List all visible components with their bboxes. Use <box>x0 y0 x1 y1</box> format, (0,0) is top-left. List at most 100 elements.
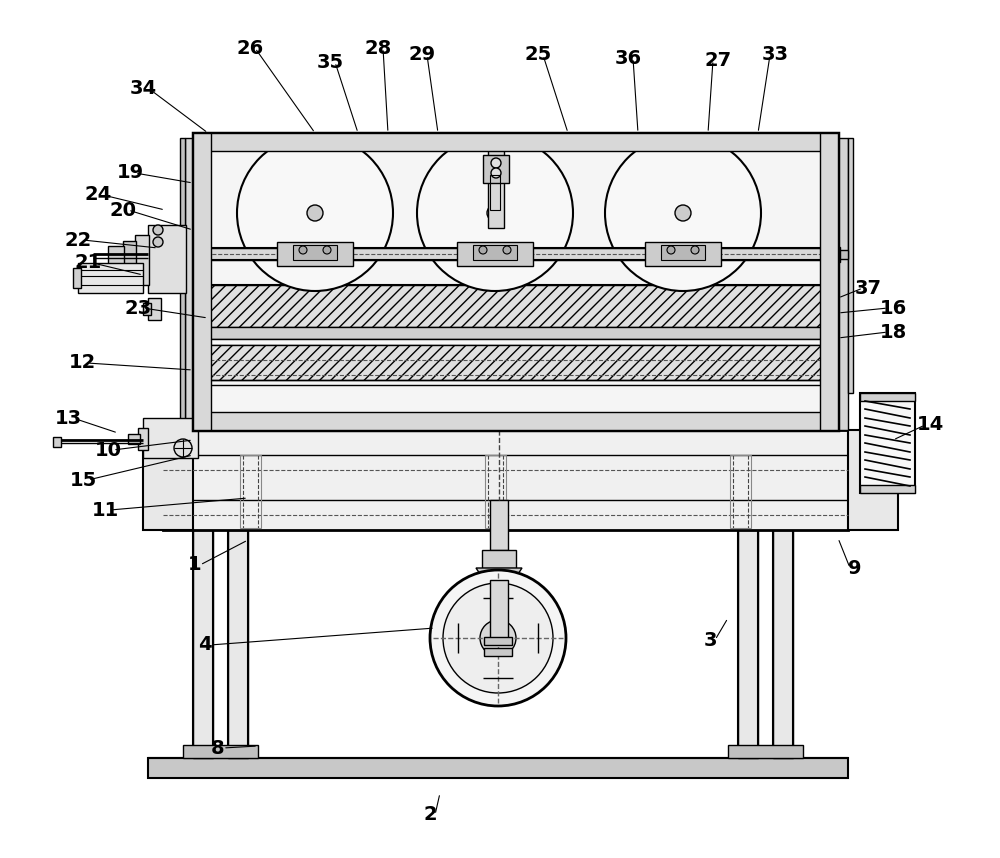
Circle shape <box>479 246 487 254</box>
Bar <box>277 242 353 266</box>
Bar <box>193 530 213 758</box>
Text: 4: 4 <box>198 636 212 655</box>
Bar <box>198 285 833 327</box>
Bar <box>193 133 838 430</box>
Bar <box>135 235 149 285</box>
Bar <box>838 138 848 430</box>
Text: 26: 26 <box>236 39 264 57</box>
Bar <box>840 250 848 259</box>
Bar <box>828 247 840 262</box>
Circle shape <box>307 205 323 221</box>
Bar <box>200 248 830 260</box>
Circle shape <box>153 237 163 247</box>
Text: 23: 23 <box>124 299 152 317</box>
Bar <box>485 455 506 528</box>
Text: 15: 15 <box>69 470 97 490</box>
Text: 10: 10 <box>94 440 122 460</box>
Bar <box>183 745 258 758</box>
Text: 3: 3 <box>703 631 717 650</box>
Circle shape <box>487 205 503 221</box>
Text: 21: 21 <box>74 253 102 273</box>
Circle shape <box>691 246 699 254</box>
Bar <box>473 245 517 260</box>
Bar <box>482 550 516 568</box>
Bar <box>193 133 211 430</box>
Circle shape <box>605 135 761 291</box>
Polygon shape <box>476 568 522 580</box>
Text: 25: 25 <box>524 45 552 64</box>
Text: 19: 19 <box>116 164 144 183</box>
Text: 8: 8 <box>211 739 225 758</box>
Bar <box>198 138 833 423</box>
Bar <box>53 437 61 447</box>
Bar <box>773 530 793 758</box>
Circle shape <box>417 135 573 291</box>
Bar <box>163 430 848 530</box>
Bar <box>820 133 838 430</box>
Bar <box>148 298 161 320</box>
Bar <box>180 138 185 430</box>
Bar <box>490 500 508 550</box>
Bar <box>457 242 533 266</box>
Text: 20: 20 <box>110 201 136 220</box>
Bar <box>228 530 248 758</box>
Circle shape <box>323 246 331 254</box>
Bar <box>488 133 504 228</box>
Bar <box>185 138 198 430</box>
Bar <box>645 242 721 266</box>
Text: 1: 1 <box>188 555 202 575</box>
Text: 24: 24 <box>84 185 112 204</box>
Bar <box>198 339 833 345</box>
Text: 28: 28 <box>364 39 392 57</box>
Bar <box>860 393 915 401</box>
Bar <box>484 637 512 645</box>
Bar <box>198 327 833 339</box>
Bar <box>198 345 833 380</box>
Circle shape <box>667 246 675 254</box>
Text: 34: 34 <box>129 78 157 98</box>
Text: 13: 13 <box>54 408 82 427</box>
Bar <box>78 263 143 293</box>
Bar <box>193 133 838 151</box>
Bar <box>128 434 140 444</box>
Bar <box>123 241 136 279</box>
Circle shape <box>491 158 501 168</box>
Circle shape <box>237 135 393 291</box>
Text: 14: 14 <box>916 415 944 434</box>
Text: 22: 22 <box>64 231 92 250</box>
Bar <box>193 412 838 430</box>
Circle shape <box>430 570 566 706</box>
Bar <box>293 245 337 260</box>
Circle shape <box>299 246 307 254</box>
Text: 18: 18 <box>879 323 907 341</box>
Circle shape <box>491 168 501 178</box>
Circle shape <box>153 225 163 235</box>
Circle shape <box>503 246 511 254</box>
Bar <box>148 758 848 778</box>
Text: 12: 12 <box>68 353 96 372</box>
Text: 27: 27 <box>704 51 732 69</box>
Text: 11: 11 <box>91 500 119 519</box>
Text: 35: 35 <box>316 52 344 71</box>
Bar <box>738 530 758 758</box>
Bar <box>730 455 751 528</box>
Text: 16: 16 <box>879 299 907 317</box>
Text: 33: 33 <box>762 45 788 64</box>
Circle shape <box>480 620 516 656</box>
Bar <box>240 455 261 528</box>
Circle shape <box>443 583 553 693</box>
Text: 29: 29 <box>408 45 436 64</box>
Bar <box>108 246 124 274</box>
Bar <box>143 418 198 458</box>
Bar <box>728 745 803 758</box>
Bar <box>73 268 81 288</box>
Circle shape <box>174 439 192 457</box>
Bar <box>143 430 193 530</box>
Bar <box>848 430 898 530</box>
Bar <box>848 138 853 393</box>
Circle shape <box>675 205 691 221</box>
Text: 37: 37 <box>854 279 882 298</box>
Text: 9: 9 <box>848 559 862 577</box>
Bar <box>193 133 838 430</box>
Bar <box>661 245 705 260</box>
